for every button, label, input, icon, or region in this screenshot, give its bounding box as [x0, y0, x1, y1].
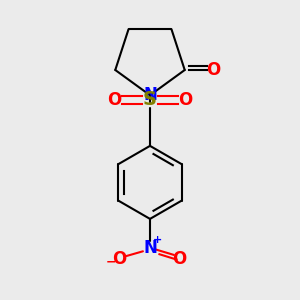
Text: N: N — [143, 239, 157, 257]
Text: O: O — [178, 91, 193, 109]
Text: S: S — [143, 90, 157, 110]
Text: O: O — [112, 250, 127, 268]
Text: −: − — [106, 255, 116, 268]
Text: N: N — [143, 86, 157, 104]
Text: O: O — [107, 91, 122, 109]
Text: O: O — [206, 61, 220, 79]
Text: O: O — [172, 250, 187, 268]
Text: +: + — [153, 235, 162, 245]
